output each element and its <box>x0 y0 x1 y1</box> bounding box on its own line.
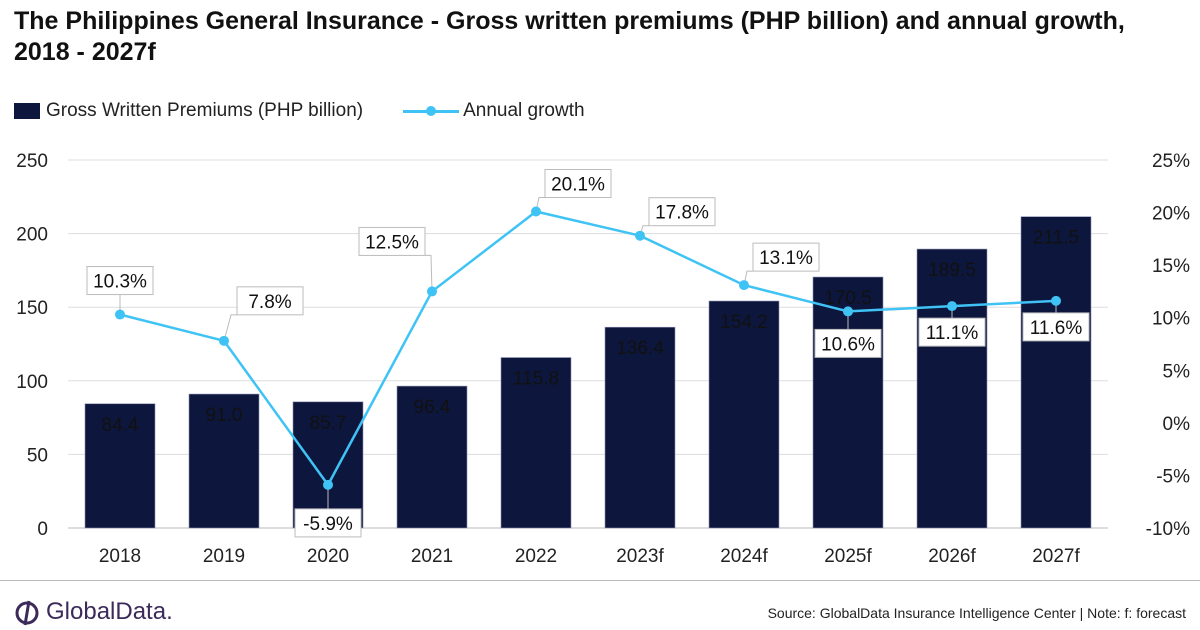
bar-value-label: 189.5 <box>928 260 976 281</box>
bar-value-label: 136.4 <box>616 338 664 359</box>
bar-value-label: 85.7 <box>310 413 347 434</box>
growth-label-box <box>294 508 362 538</box>
footer-divider <box>0 580 1200 581</box>
label-leader-line <box>425 254 433 292</box>
x-tick-label: 2027f <box>1032 546 1080 567</box>
growth-point <box>635 230 645 241</box>
growth-label-box <box>648 197 716 227</box>
y-right-tick-label: 10% <box>1152 309 1190 330</box>
bar <box>708 300 780 529</box>
bar <box>188 393 260 529</box>
x-tick-label: 2026f <box>928 546 976 567</box>
growth-label-box <box>918 317 986 347</box>
growth-label: 17.8% <box>655 203 709 224</box>
x-tick-label: 2020 <box>307 546 349 567</box>
x-tick-label: 2024f <box>720 546 768 567</box>
growth-label-box <box>358 226 426 256</box>
y-right-tick-label: -5% <box>1156 466 1190 487</box>
growth-point <box>739 280 749 291</box>
x-tick-label: 2023f <box>616 546 664 567</box>
growth-point <box>531 206 541 217</box>
y-right-tick-label: 25% <box>1152 151 1190 172</box>
growth-label-box <box>752 242 820 272</box>
legend-line-swatch <box>403 104 460 118</box>
y-left-tick-label: 200 <box>16 225 48 246</box>
y-right-tick-label: 15% <box>1152 256 1190 277</box>
x-tick-label: 2021 <box>411 546 453 567</box>
y-left-tick-label: 250 <box>16 151 48 172</box>
growth-label-box <box>1022 312 1090 342</box>
growth-label-box <box>814 328 882 358</box>
bar-value-label: 96.4 <box>414 397 451 418</box>
growth-label: 7.8% <box>248 292 291 313</box>
source-note: Source: GlobalData Insurance Intelligenc… <box>767 605 1186 621</box>
x-tick-label: 2022 <box>515 546 557 567</box>
bar-value-label: 84.4 <box>102 415 139 436</box>
growth-point <box>947 301 957 312</box>
bar <box>604 326 676 529</box>
x-tick-label: 2018 <box>99 546 141 567</box>
bar-value-label: 211.5 <box>1033 228 1079 249</box>
bar <box>916 248 988 529</box>
y-left-tick-label: 100 <box>16 372 48 393</box>
y-right-tick-label: 5% <box>1163 361 1191 382</box>
growth-line <box>119 210 1057 488</box>
y-right-tick-label: 0% <box>1163 414 1191 435</box>
bar <box>84 403 156 529</box>
y-right-tick-label: 20% <box>1152 204 1190 225</box>
x-tick-label: 2025f <box>824 546 872 567</box>
legend-bar-swatch <box>14 103 40 119</box>
y-left-tick-label: 50 <box>27 445 48 466</box>
globaldata-logo: GlobalData. <box>14 598 173 626</box>
legend-line-label: Annual growth <box>463 100 585 121</box>
growth-label: 20.1% <box>551 175 605 196</box>
y-left-tick-label: 0 <box>37 519 48 540</box>
logo-text: GlobalData. <box>46 598 173 625</box>
growth-label: 12.5% <box>365 232 419 253</box>
bar-value-label: 91.0 <box>206 405 243 426</box>
bar-value-label: 115.8 <box>513 369 559 390</box>
growth-label: 10.6% <box>821 334 875 355</box>
growth-point <box>115 309 125 320</box>
y-left-tick-label: 150 <box>16 298 48 319</box>
bar <box>396 385 468 529</box>
growth-point <box>323 479 333 490</box>
growth-point <box>427 286 437 297</box>
legend: Gross Written Premiums (PHP billion) Ann… <box>14 100 585 122</box>
bar-value-label: 154.2 <box>720 312 768 333</box>
growth-point <box>843 306 853 317</box>
growth-label-box <box>86 266 154 296</box>
growth-point <box>1051 295 1061 306</box>
chart-area: 0 50 100 150 200 250 -10% -5% 0% 5% 10% 15% 20% 25% 84… <box>16 151 1191 567</box>
growth-label: -5.9% <box>303 514 353 535</box>
bar <box>500 357 572 529</box>
growth-label-box <box>236 286 304 316</box>
growth-point <box>219 335 229 346</box>
growth-label: 11.6% <box>1030 318 1083 339</box>
bar <box>1020 216 1092 529</box>
label-leader-line <box>223 314 237 341</box>
growth-label: 10.3% <box>93 272 147 293</box>
growth-label: 13.1% <box>759 248 813 269</box>
globaldata-logo-icon <box>15 600 39 626</box>
legend-bar-label: Gross Written Premiums (PHP billion) <box>46 100 364 121</box>
y-right-tick-label: -10% <box>1146 519 1190 540</box>
bar-value-label: 170.5 <box>824 288 872 309</box>
growth-label: 11.1% <box>926 323 979 344</box>
x-tick-label: 2019 <box>203 546 245 567</box>
growth-label-box <box>544 169 612 199</box>
chart-title: The Philippines General Insurance - Gros… <box>14 7 1125 66</box>
